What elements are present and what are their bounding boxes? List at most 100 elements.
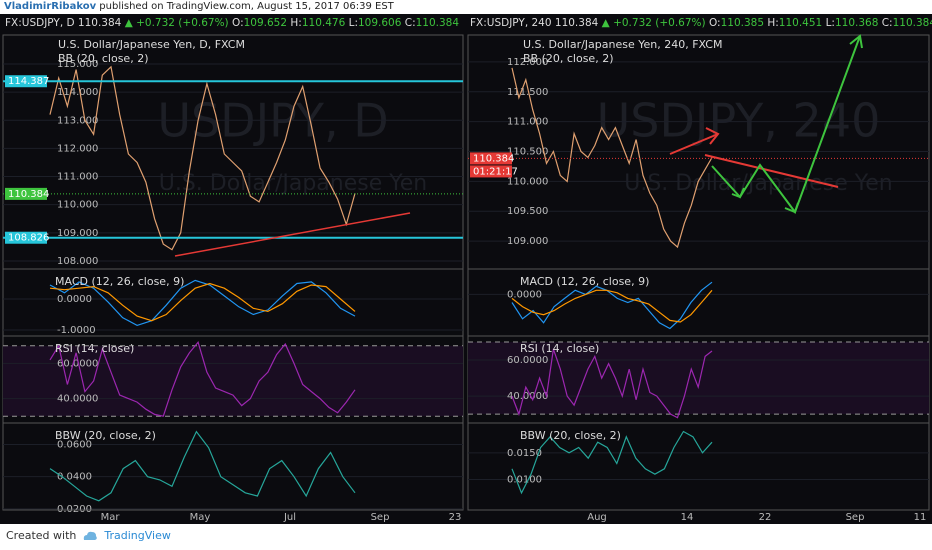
y-tick-label: 0.0000: [57, 294, 92, 305]
x-tick-label: Mar: [101, 512, 121, 523]
published: published on TradingView.com, August 15,…: [99, 1, 394, 12]
series-line: [49, 341, 356, 417]
footer: Created with TradingView: [6, 526, 171, 546]
indicator-label: MACD (12, 26, close, 9): [55, 275, 184, 288]
y-tick-label: 0.0000: [507, 289, 542, 300]
price-label: 114.387: [8, 76, 49, 87]
y-tick-label: 109.000: [57, 228, 98, 239]
y-tick-label: 108.000: [57, 256, 98, 267]
y-tick-label: 0.0400: [57, 472, 92, 483]
created-with: Created with: [6, 529, 77, 542]
ohlc-label: H:: [767, 17, 779, 29]
indicator-label: RSI (14, close): [520, 342, 599, 355]
x-tick-label: 22: [759, 512, 772, 523]
instrument-title: U.S. Dollar/Japanese Yen, D, FXCM: [58, 38, 245, 51]
ohlc-value: 110.385: [720, 17, 765, 29]
y-tick-label: 110.000: [507, 176, 548, 187]
quote-row: FX:USDJPY, 240 110.384 ▲ +0.732 (+0.67%)…: [470, 16, 932, 30]
red-arrow-head: [705, 127, 720, 145]
y-tick-label: 111.500: [507, 87, 548, 98]
y-tick-label: 109.500: [507, 206, 548, 217]
series-line: [49, 65, 356, 251]
price-label-box: [470, 152, 512, 165]
y-tick-label: 110.000: [57, 200, 98, 211]
ohlc-value: 110.384: [415, 17, 460, 29]
x-tick-label: 14: [681, 512, 694, 523]
x-tick-label: 23: [449, 512, 462, 523]
brand[interactable]: TradingView: [104, 529, 171, 542]
y-tick-label: 111.000: [507, 117, 548, 128]
y-tick-label: 111.000: [57, 172, 98, 183]
indicator-label: MACD (12, 26, close, 9): [520, 275, 649, 288]
logo: [84, 531, 98, 540]
x-tick-label: 11: [914, 512, 927, 523]
ohlc-label: O:: [708, 17, 721, 29]
watermark-sub: U.S. Dollar/Japanese Yen: [624, 171, 893, 196]
y-tick-label: 0.0200: [57, 504, 92, 515]
x-tick-label: May: [190, 512, 211, 523]
author[interactable]: VladimirRibakov: [4, 1, 97, 12]
x-tick-label: Sep: [846, 512, 865, 523]
ohlc-value: 109.606: [357, 17, 402, 29]
ohlc-label: L:: [348, 17, 358, 29]
green-path: [711, 35, 861, 215]
green-arrow-head: [731, 187, 745, 199]
y-tick-label: 60.0000: [57, 358, 98, 369]
indicator-label: BBW (20, close, 2): [520, 429, 621, 442]
price-label: 110.384: [473, 153, 514, 164]
indicator-label: BBW (20, close, 2): [55, 429, 156, 442]
rsi-band-fill: [468, 342, 929, 415]
last-price: 110.384: [77, 17, 122, 29]
quote-row: FX:USDJPY, D 110.384 ▲ +0.732 (+0.67%) O…: [5, 16, 459, 30]
y-tick-label: 60.0000: [507, 355, 548, 366]
x-tick-label: Aug: [587, 512, 607, 523]
ohlc-label: C:: [881, 17, 893, 29]
y-tick-label: 112.000: [57, 143, 98, 154]
series-line: [49, 279, 356, 327]
price-label-box: [5, 231, 47, 244]
y-tick-label: 112.000: [507, 57, 548, 68]
y-tick-label: 40.0000: [507, 391, 548, 402]
indicator-label: BB (20, close, 2): [58, 52, 149, 65]
green-arrow-head: [849, 34, 863, 49]
indicator-label: RSI (14, close): [55, 342, 134, 355]
price-label-box: [5, 187, 47, 200]
countdown: 01:21:17: [473, 166, 518, 177]
ohlc-label: C:: [404, 17, 416, 29]
watermark: USDJPY, 240: [597, 94, 881, 148]
x-tick-label: Sep: [371, 512, 390, 523]
rsi-band-fill: [3, 345, 463, 417]
price-label: 108.826: [8, 233, 49, 244]
last-price: 110.384: [554, 17, 599, 29]
green-arrow-head: [784, 202, 799, 214]
instrument-title: U.S. Dollar/Japanese Yen, 240, FXCM: [523, 38, 722, 51]
ohlc-label: H:: [290, 17, 302, 29]
countdown-box: [470, 165, 512, 178]
x-tick-label: Jul: [283, 512, 296, 523]
y-tick-label: 115.000: [57, 59, 98, 70]
y-tick-label: 109.000: [507, 236, 548, 247]
annotations: [174, 34, 863, 257]
series-line: [511, 289, 713, 323]
ohlc-value: 110.476: [301, 17, 346, 29]
ohlc-label: O:: [232, 17, 244, 29]
y-tick-label: 0.0150: [507, 448, 542, 459]
series-line: [511, 281, 713, 330]
red-trend-line: [704, 154, 839, 188]
trend-line: [174, 212, 411, 257]
indicator-label: BB (20, close, 2): [523, 52, 614, 65]
y-tick-label: -1.0000: [57, 325, 96, 336]
ohlc-label: L:: [825, 17, 835, 29]
change: ▲ +0.732 (+0.67%): [601, 17, 706, 29]
watermark-sub: U.S. Dollar/Japanese Yen: [159, 171, 428, 196]
symbol: FX:USDJPY, D: [5, 17, 75, 29]
price-label: 110.384: [8, 189, 49, 200]
series-line: [49, 282, 356, 322]
ohlc-value: 110.451: [778, 17, 823, 29]
y-tick-label: 40.0000: [57, 394, 98, 405]
ohlc-value: 110.384: [892, 17, 932, 29]
charts: USDJPY, DU.S. Dollar/Japanese Yen115.000…: [0, 14, 932, 524]
header: VladimirRibakov published on TradingView…: [4, 0, 394, 14]
ohlc-value: 110.368: [834, 17, 879, 29]
